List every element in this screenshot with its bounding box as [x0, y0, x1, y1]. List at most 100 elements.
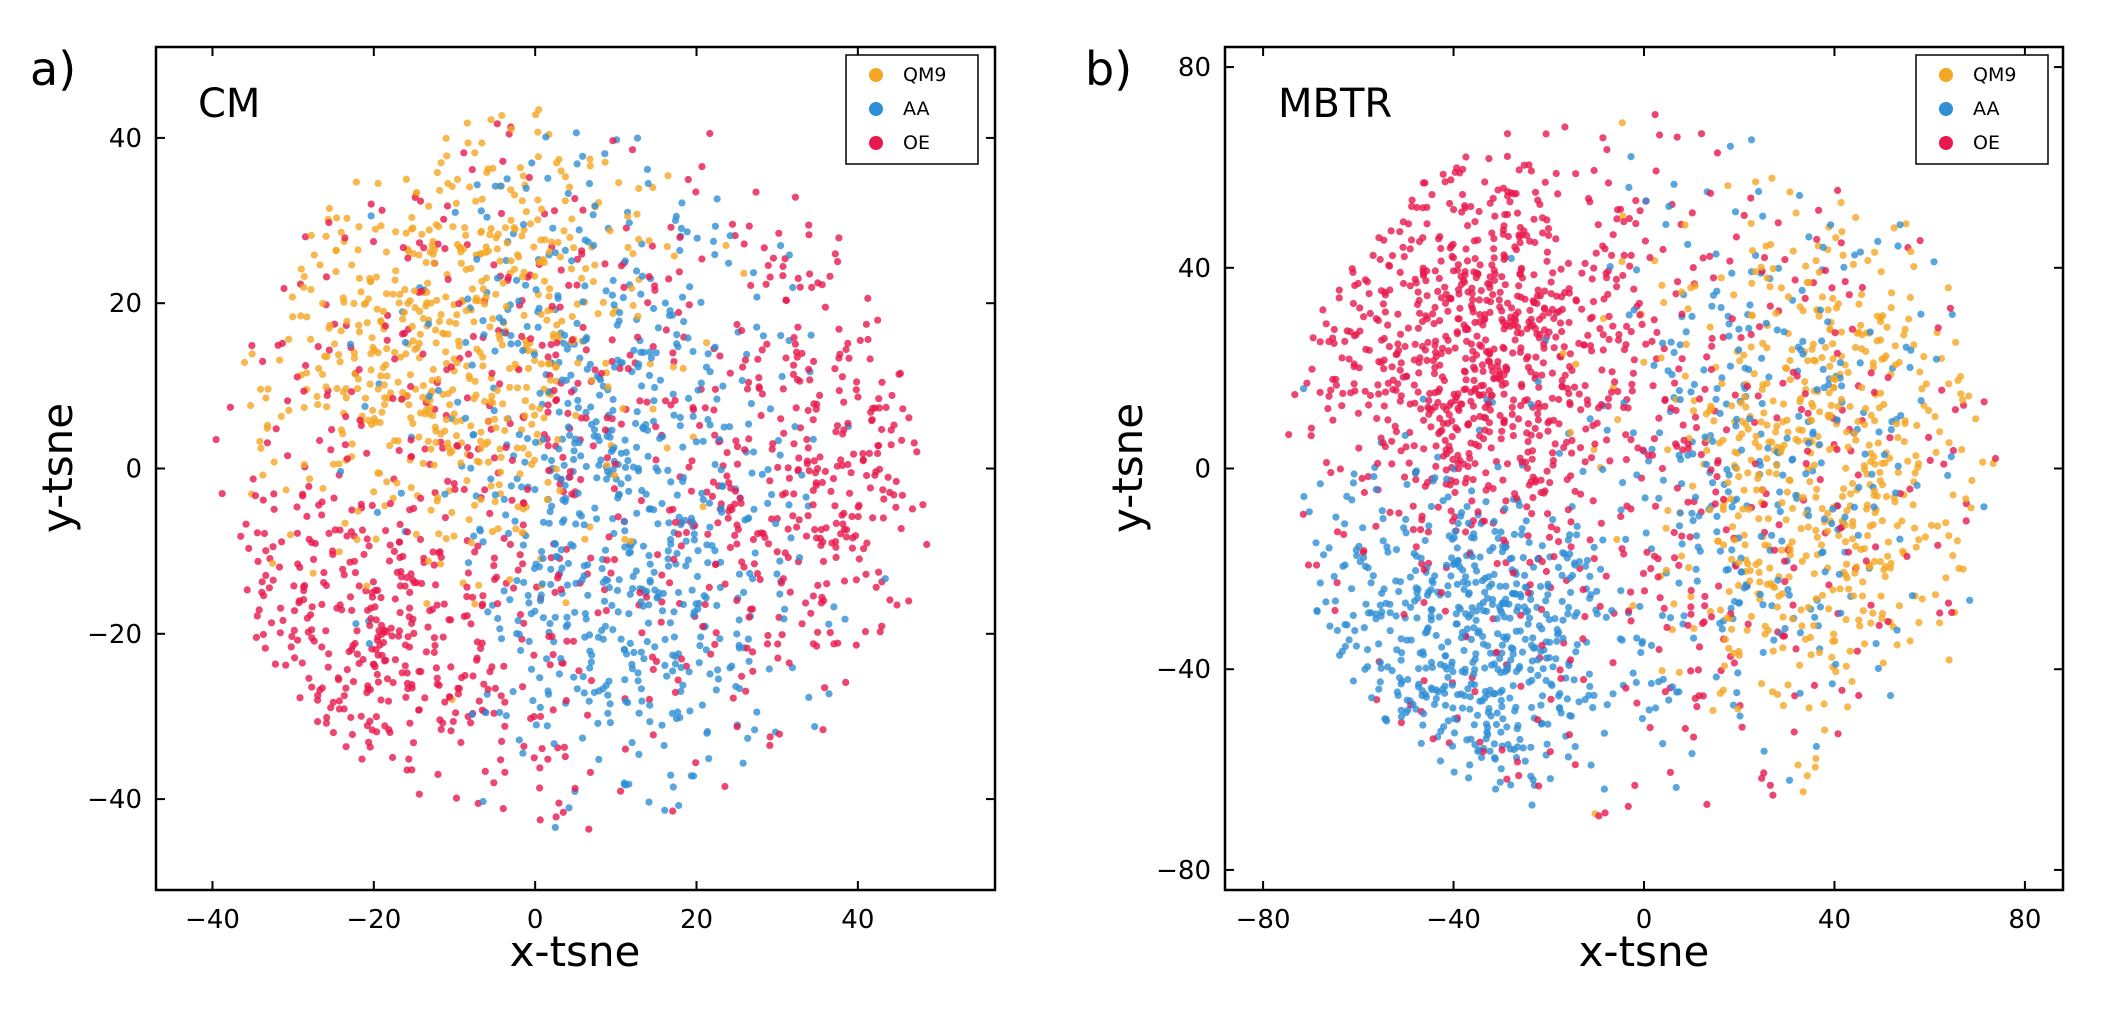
panel-b-point-oe — [1771, 546, 1779, 554]
panel-b-point-qm9 — [1810, 461, 1818, 469]
panel-b-point-oe — [1627, 588, 1635, 596]
panel-b-point-oe — [1730, 659, 1738, 667]
panel-b-point-aa — [1677, 455, 1685, 463]
panel-a-point-oe — [396, 520, 404, 529]
panel-a-point-oe — [318, 511, 326, 519]
panel-a-point-qm9 — [502, 302, 510, 311]
panel-a-point-oe — [491, 575, 499, 584]
panel-b-point-oe — [1548, 369, 1556, 377]
panel-a-point-aa — [663, 672, 671, 680]
panel-a-point-oe — [315, 501, 323, 509]
panel-b-point-qm9 — [1884, 538, 1892, 546]
panel-a-point-aa — [650, 304, 658, 313]
panel-b-point-oe — [1467, 340, 1475, 348]
panel-b-point-qm9 — [1740, 486, 1748, 494]
panel-b-point-aa — [1436, 757, 1445, 765]
panel-b-point-qm9 — [1860, 640, 1869, 648]
panel-b-point-oe — [1494, 374, 1502, 382]
panel-a-point-aa — [802, 493, 810, 501]
panel-a-point-oe — [793, 376, 802, 384]
panel-b-point-qm9 — [1757, 680, 1766, 688]
panel-a-point-qm9 — [472, 294, 480, 302]
panel-b-point-oe — [1406, 245, 1414, 253]
panel-a-point-oe — [707, 650, 715, 658]
panel-a-point-oe — [732, 437, 740, 445]
panel-a-point-aa — [661, 661, 669, 670]
panel-a-point-qm9 — [627, 537, 635, 545]
panel-a-point-qm9 — [332, 268, 340, 276]
panel-b-point-oe — [1479, 367, 1487, 375]
panel-a-point-qm9 — [518, 529, 526, 537]
panel-a-point-oe — [840, 525, 848, 534]
panel-a-point-oe — [449, 717, 457, 726]
panel-a-point-aa — [555, 408, 563, 416]
panel-b-point-qm9 — [1934, 522, 1942, 530]
panel-b-point-aa — [1410, 549, 1418, 558]
panel-a-point-qm9 — [568, 215, 576, 223]
panel-a-point-qm9 — [567, 265, 576, 273]
panel-b-point-qm9 — [1755, 515, 1763, 523]
panel-a-point-qm9 — [450, 532, 458, 540]
panel-a-point-oe — [763, 640, 772, 648]
panel-b-point-oe — [1488, 261, 1496, 269]
panel-a-point-aa — [528, 159, 536, 167]
panel-a-point-oe — [237, 532, 245, 540]
panel-b-point-qm9 — [1893, 641, 1901, 649]
panel-b-point-aa — [1747, 136, 1756, 144]
panel-b-point-qm9 — [1740, 351, 1748, 359]
panel-a-point-aa — [461, 414, 470, 422]
panel-b-point-aa — [1468, 553, 1476, 561]
panel-b-point-oe — [1648, 337, 1656, 345]
panel-b-point-aa — [1630, 306, 1638, 314]
panel-b-point-oe — [1627, 436, 1635, 444]
panel-b-point-oe — [1651, 111, 1659, 119]
panel-b-point-oe — [1862, 557, 1870, 565]
panel-b-point-aa — [1688, 509, 1696, 517]
panel-a-point-oe — [733, 596, 741, 605]
panel-b-point-aa — [1906, 363, 1914, 372]
panel-b-point-aa — [1503, 723, 1511, 731]
panel-a-point-aa — [690, 530, 698, 538]
panel-a-point-aa — [462, 338, 470, 347]
panel-b-point-oe — [1886, 434, 1894, 442]
panel-b-point-oe — [1496, 411, 1504, 420]
panel-b-point-aa — [1608, 607, 1616, 615]
panel-a-point-aa — [515, 297, 523, 305]
panel-a-point-aa — [643, 638, 651, 646]
panel-a-point-oe — [829, 475, 838, 483]
panel-a-point-qm9 — [367, 366, 375, 374]
panel-a-point-oe — [721, 580, 729, 588]
panel-a-point-aa — [718, 508, 726, 516]
panel-a-point-oe — [816, 391, 824, 399]
panel-b-point-aa — [1539, 665, 1547, 673]
panel-b-point-aa — [1727, 604, 1735, 613]
panel-a-legend-marker-qm9 — [869, 68, 883, 82]
panel-b-point-oe — [1423, 220, 1431, 228]
panel-b-point-oe — [1687, 610, 1695, 618]
panel-b-point-aa — [1472, 650, 1480, 658]
panel-a-point-aa — [753, 323, 761, 331]
panel-b-point-oe — [1565, 318, 1573, 327]
panel-a-point-aa — [614, 608, 622, 616]
panel-a-point-qm9 — [409, 419, 417, 428]
panel-b-point-aa — [1874, 664, 1882, 673]
panel-b-point-qm9 — [1720, 541, 1728, 549]
panel-b-point-oe — [1414, 324, 1422, 332]
panel-b-point-oe — [1423, 478, 1432, 487]
panel-a-point-aa — [589, 211, 597, 219]
panel-b-point-qm9 — [1797, 525, 1805, 533]
panel-b-point-aa — [1759, 601, 1767, 609]
panel-b-point-aa — [1490, 690, 1498, 698]
panel-b-point-oe — [1442, 466, 1450, 474]
panel-b-point-oe — [1495, 367, 1504, 376]
panel-b-point-aa — [1464, 685, 1472, 693]
panel-b-point-oe — [1454, 286, 1463, 294]
panel-a-point-aa — [684, 556, 692, 564]
panel-b-point-aa — [1746, 415, 1754, 423]
panel-a-point-qm9 — [545, 359, 553, 367]
panel-b-point-qm9 — [1690, 624, 1698, 633]
panel-b-point-oe — [1475, 391, 1483, 399]
panel-a-point-oe — [569, 637, 578, 645]
panel-a-point-qm9 — [335, 351, 343, 359]
panel-b-point-oe — [1620, 251, 1628, 259]
